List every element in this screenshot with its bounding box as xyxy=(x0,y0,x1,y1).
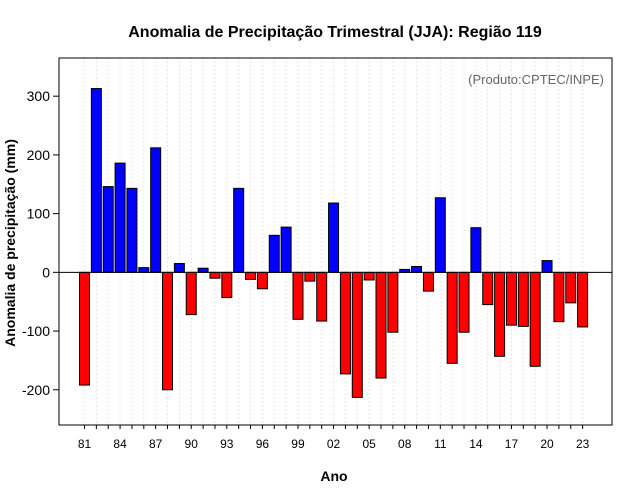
x-tick-label: 84 xyxy=(113,437,127,451)
y-tick-label: 300 xyxy=(27,88,51,104)
bar-1987 xyxy=(150,147,162,273)
x-tick-label: 05 xyxy=(362,437,376,451)
bar-2009 xyxy=(411,265,423,273)
bar-1999 xyxy=(292,271,304,320)
bar-1984 xyxy=(114,162,126,273)
bar-2016 xyxy=(494,271,506,357)
bar-1997 xyxy=(268,234,280,273)
x-tick-label: 14 xyxy=(469,437,483,451)
x-tick-label: 23 xyxy=(576,437,590,451)
bar-1993 xyxy=(221,271,233,299)
x-tick-label: 96 xyxy=(256,437,270,451)
bar-1983 xyxy=(102,186,114,273)
bars xyxy=(79,88,589,398)
x-tick-label: 90 xyxy=(185,437,199,451)
x-tick-label: 87 xyxy=(149,437,163,451)
bar-2010 xyxy=(422,271,434,292)
bar-2007 xyxy=(387,271,399,333)
bar-1985 xyxy=(126,187,138,273)
bar-1995 xyxy=(245,271,257,280)
bar-2011 xyxy=(434,197,446,273)
bar-1990 xyxy=(185,271,197,316)
y-tick-label: -100 xyxy=(22,323,50,339)
bar-1991 xyxy=(197,267,209,273)
y-tick-label: 0 xyxy=(42,264,50,280)
bar-2001 xyxy=(316,271,328,322)
bar-1988 xyxy=(162,271,174,391)
bar-2005 xyxy=(363,271,375,281)
bar-1982 xyxy=(90,88,102,273)
y-tick-label: 200 xyxy=(27,147,51,163)
x-tick-label: 93 xyxy=(220,437,234,451)
bar-2021 xyxy=(553,271,565,323)
plot-frame xyxy=(58,57,613,426)
bar-1994 xyxy=(233,187,245,273)
bar-1996 xyxy=(256,271,268,290)
bar-1998 xyxy=(280,226,292,273)
x-axis: 81 84 87 90 93 96 99 02 05 08 11 14 17 20 23 xyxy=(78,425,590,451)
x-tick-label: 99 xyxy=(291,437,305,451)
x-tick-label: 81 xyxy=(78,437,92,451)
x-tick-label: 02 xyxy=(327,437,341,451)
bar-2003 xyxy=(339,271,351,375)
bar-2020 xyxy=(541,260,553,273)
x-tick-label: 08 xyxy=(398,437,412,451)
bar-2018 xyxy=(517,271,529,327)
bar-2014 xyxy=(470,227,482,273)
bar-2012 xyxy=(446,271,458,364)
bar-1989 xyxy=(173,263,185,273)
bar-2013 xyxy=(458,271,470,333)
y-tick-label: -200 xyxy=(22,382,50,398)
x-tick-label: 20 xyxy=(540,437,554,451)
source-note: (Produto:CPTEC/INPE) xyxy=(468,72,604,87)
bar-2000 xyxy=(304,271,316,282)
bar-2019 xyxy=(529,271,541,367)
x-tick-label: 11 xyxy=(434,437,447,451)
bar-2022 xyxy=(565,271,577,304)
bar-2006 xyxy=(375,271,387,379)
bar-1986 xyxy=(138,267,150,273)
bar-1981 xyxy=(79,271,90,386)
bar-2004 xyxy=(351,271,363,398)
bar-2015 xyxy=(482,271,494,306)
y-axis-label: Anomalia de precipitação (mm) xyxy=(2,139,18,347)
chart-title: Anomalia de Precipitação Trimestral (JJA… xyxy=(128,24,542,41)
bar-2023 xyxy=(577,271,589,328)
y-tick-label: 100 xyxy=(27,206,51,222)
bar-1992 xyxy=(209,271,221,279)
x-axis-label: Ano xyxy=(320,468,347,484)
x-tick-label: 17 xyxy=(505,437,519,451)
y-axis: -200 -100 0 100 200 300 xyxy=(22,88,59,398)
bar-2002 xyxy=(328,202,340,273)
bar-2017 xyxy=(505,271,517,326)
